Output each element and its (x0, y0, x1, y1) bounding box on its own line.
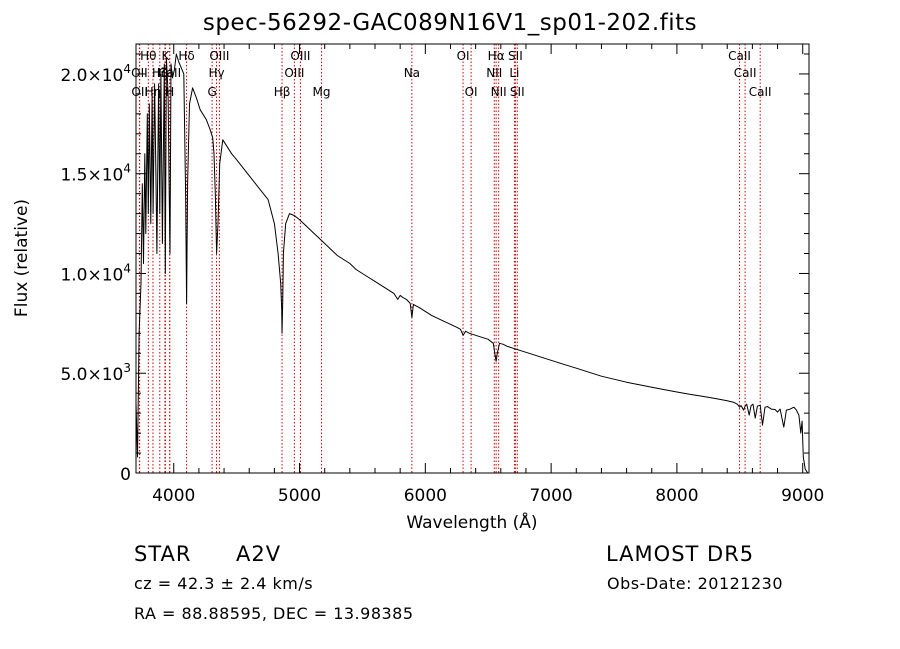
x-tick-label: 8000 (655, 486, 698, 506)
spectral-line-label: SII (508, 49, 523, 63)
plot-frame (135, 43, 810, 474)
spectral-line-label: CaII (728, 49, 751, 63)
spectral-line-label: Hθ (140, 49, 156, 63)
spectral-line-label: K (161, 49, 170, 63)
observation-date: Obs-Date: 20121230 (607, 574, 784, 593)
x-tick-label: 7000 (529, 486, 572, 506)
x-axis-label: Wavelength (Å) (406, 511, 537, 533)
chart-title: spec-56292-GAC089N16V1_sp01-202.fits (202, 10, 698, 36)
y-tick-label: 1.5×104 (60, 162, 131, 186)
spectral-line-label: Hη (145, 85, 162, 99)
spectral-line-label: CaII (158, 66, 181, 80)
spectral-line-label: OIII (290, 49, 310, 63)
x-tick-label: 4000 (152, 486, 195, 506)
spectral-line-label: Na (404, 66, 420, 80)
spectral-line-label: OII (131, 66, 148, 80)
y-tick-mantissa: 0 (120, 465, 131, 485)
spectral-line-label: OIII (284, 66, 304, 80)
spectral-line-markers (138, 44, 761, 473)
spectrum-line-series (135, 53, 809, 474)
redshift-readout: cz = 42.3 ± 2.4 km/s (134, 574, 314, 593)
survey-name: LAMOST DR5 (606, 542, 755, 566)
y-tick-mantissa: 1.5×10 (60, 166, 123, 186)
spectral-line-label: OII (131, 85, 148, 99)
spectral-line-label: Hδ (178, 49, 194, 63)
y-tick-exponent: 3 (123, 361, 131, 375)
spectral-line-label: OIII (209, 49, 229, 63)
spectral-line-label: CaII (749, 85, 772, 99)
x-tick-label: 6000 (404, 486, 447, 506)
spectral-line-label: NII (491, 85, 507, 99)
spectral-line-label: Li (509, 66, 519, 80)
axis-ticks (136, 44, 809, 474)
spectral-line-label: NII (486, 66, 502, 80)
spectral-line-label: H (165, 85, 174, 99)
y-tick-label: 1.0×104 (60, 261, 131, 285)
y-tick-mantissa: 2.0×10 (60, 66, 123, 86)
spectral-line-label: Hζ (152, 66, 168, 80)
axis-tick-labels: 4000 5000 6000 7000 8000 900005.0×1031.0×1041… (60, 62, 824, 506)
spectral-line-label: Hγ (208, 66, 224, 80)
spectral-line-label: Mg (313, 85, 331, 99)
y-tick-label: 0 (120, 465, 131, 485)
y-axis-label: Flux (relative) (12, 199, 32, 317)
y-tick-exponent: 4 (123, 162, 131, 176)
object-class: STAR (134, 542, 192, 566)
y-tick-label: 2.0×104 (60, 62, 131, 86)
x-tick-label: 9000 (781, 486, 824, 506)
spectral-line-label: CaII (734, 66, 757, 80)
spectral-line-label: OI (457, 49, 470, 63)
object-subclass: A2V (236, 542, 282, 566)
spectral-line-label: SII (510, 85, 525, 99)
spectral-line-label: He (157, 66, 173, 80)
y-tick-mantissa: 5.0×10 (60, 365, 123, 385)
spectrum-series (135, 53, 809, 474)
y-tick-mantissa: 1.0×10 (60, 265, 123, 285)
y-tick-exponent: 4 (123, 261, 131, 275)
spectral-line-label: OI (465, 85, 478, 99)
spectral-line-label: Hβ (274, 85, 291, 99)
y-tick-label: 5.0×103 (60, 361, 131, 385)
y-tick-exponent: 4 (123, 62, 131, 76)
coordinates-readout: RA = 88.88595, DEC = 13.98385 (134, 604, 414, 623)
x-tick-label: 5000 (278, 486, 321, 506)
spectral-line-label: G (207, 85, 216, 99)
spectral-line-label: Hα (488, 49, 505, 63)
